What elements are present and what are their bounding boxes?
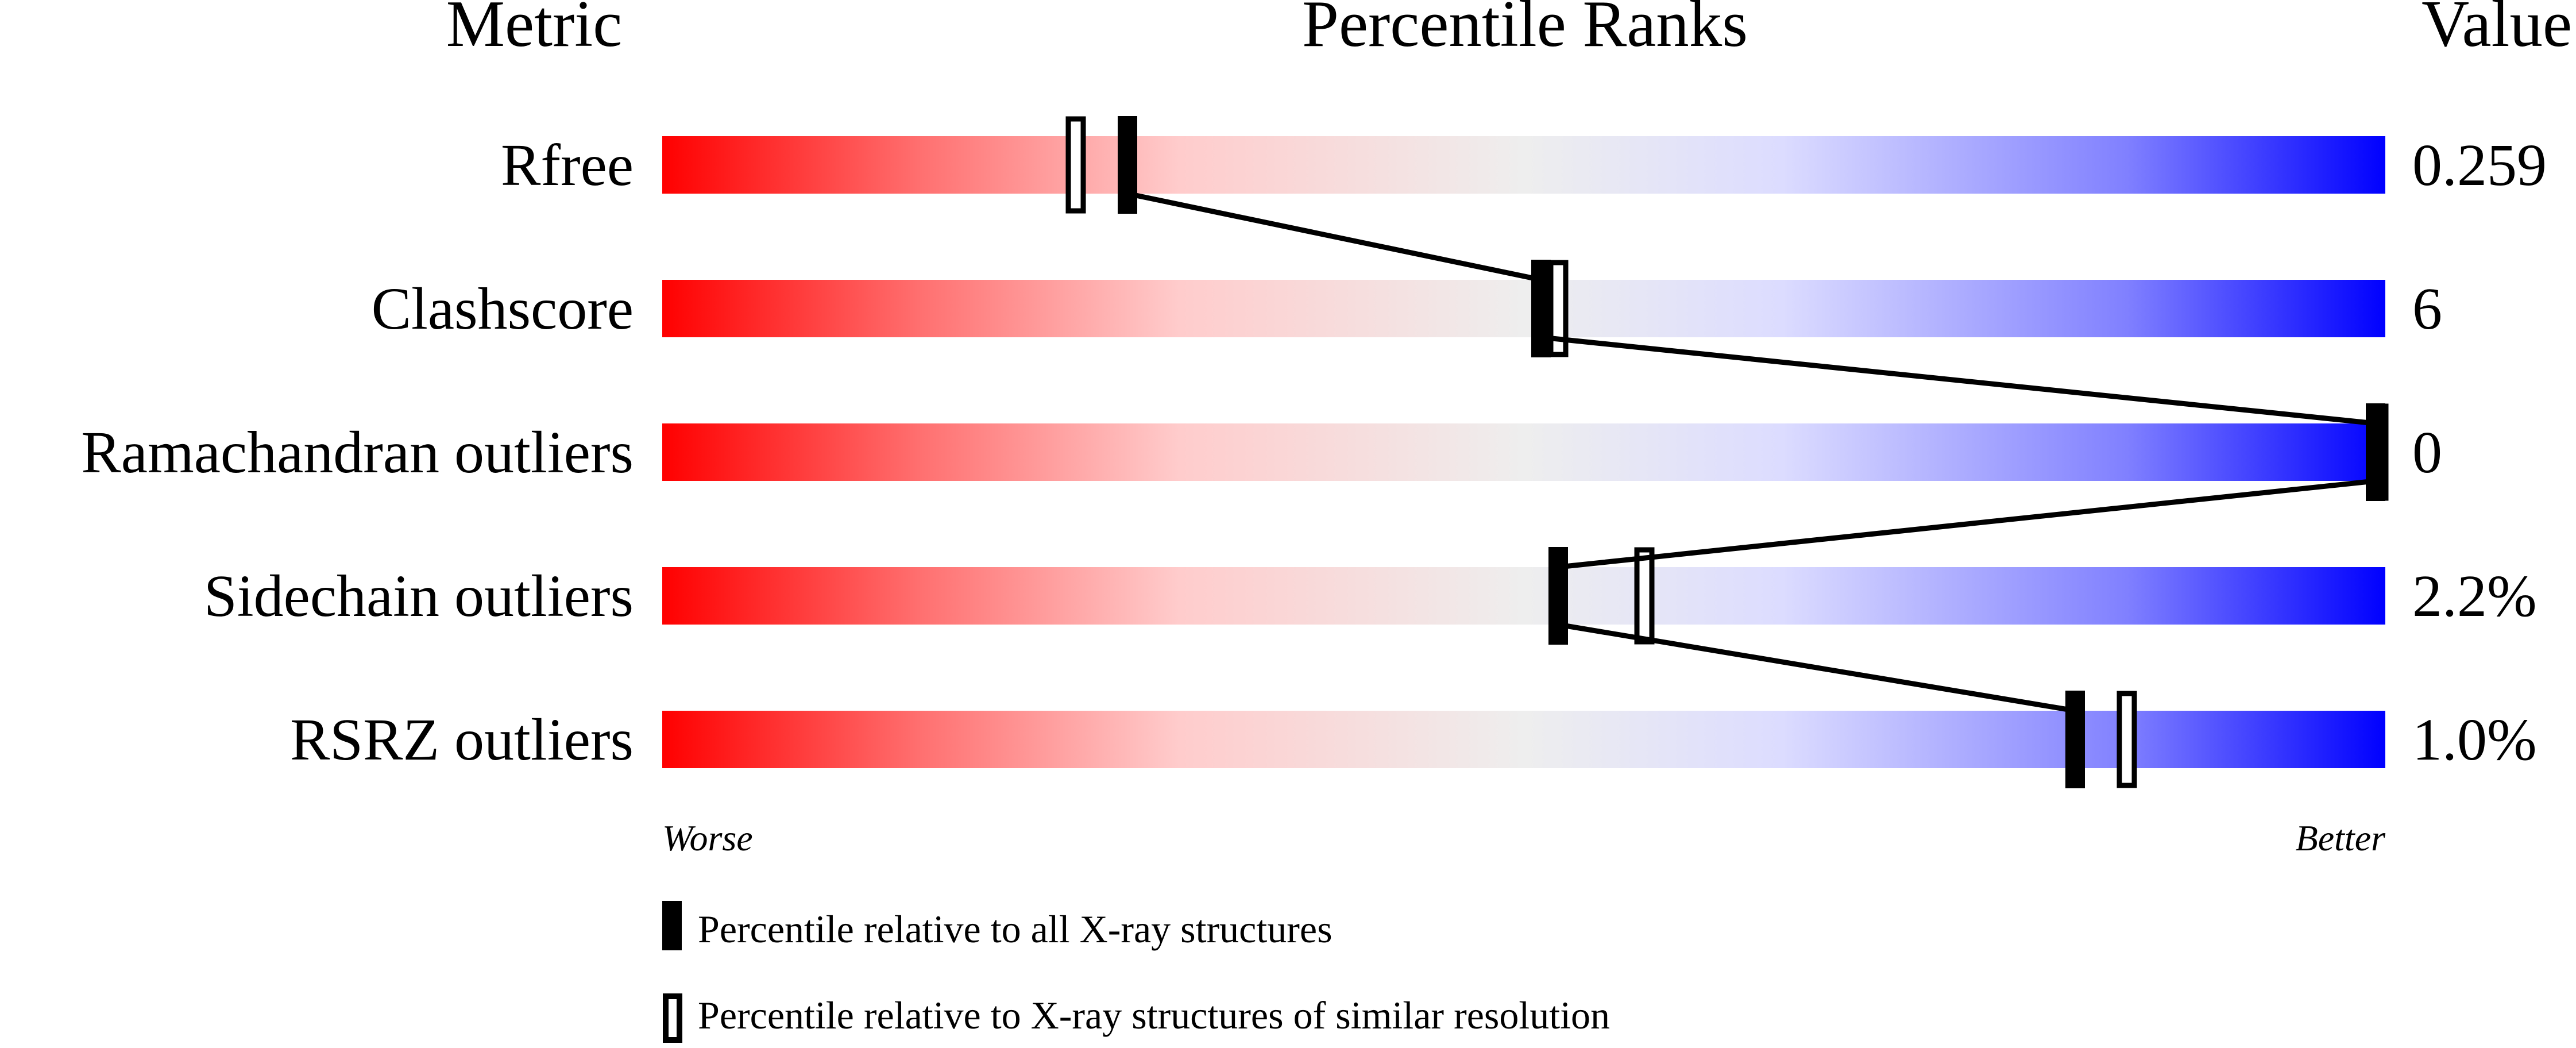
percentile-bar bbox=[662, 423, 2385, 481]
marker-all-structures bbox=[2366, 403, 2385, 501]
metric-label: Rfree bbox=[501, 132, 634, 198]
marker-all-structures bbox=[2065, 691, 2085, 788]
percentile-bar bbox=[662, 567, 2385, 625]
connector-line bbox=[1540, 334, 2376, 426]
metric-label: RSRZ outliers bbox=[290, 707, 634, 773]
percentile-bar bbox=[662, 711, 2385, 768]
axis-better-label: Better bbox=[2296, 818, 2386, 858]
metric-label: Sidechain outliers bbox=[204, 563, 634, 629]
marker-similar-resolution bbox=[1634, 547, 1655, 645]
marker-similar-resolution bbox=[2117, 691, 2137, 788]
connector-line bbox=[1558, 478, 2376, 570]
connector-line bbox=[1127, 191, 1542, 283]
legend-filled-label: Percentile relative to all X-ray structu… bbox=[698, 907, 1333, 951]
legend-open-label: Percentile relative to X-ray structures … bbox=[698, 993, 1610, 1037]
metric-value: 0.259 bbox=[2412, 132, 2547, 198]
connector-line bbox=[1558, 622, 2076, 714]
metric-value: 1.0% bbox=[2412, 707, 2537, 773]
metric-label: Clashscore bbox=[372, 276, 634, 342]
metric-value: 2.2% bbox=[2412, 563, 2537, 629]
axis-worse-label: Worse bbox=[662, 818, 753, 858]
marker-all-structures bbox=[1531, 260, 1551, 357]
header-metric: Metric bbox=[446, 0, 623, 60]
metric-label: Ramachandran outliers bbox=[81, 419, 634, 486]
metric-value: 0 bbox=[2412, 419, 2442, 486]
percentile-bar bbox=[662, 280, 2385, 337]
header-value: Value bbox=[2421, 0, 2572, 60]
marker-all-structures bbox=[1548, 547, 1568, 645]
legend-open-swatch-shape bbox=[663, 993, 682, 1043]
percentile-bar bbox=[662, 136, 2385, 194]
legend-filled-swatch bbox=[662, 901, 682, 950]
metric-value: 6 bbox=[2412, 276, 2442, 342]
header-percentile-ranks: Percentile Ranks bbox=[1302, 0, 1748, 60]
marker-similar-resolution bbox=[1065, 116, 1086, 214]
marker-all-structures bbox=[1118, 116, 1137, 214]
